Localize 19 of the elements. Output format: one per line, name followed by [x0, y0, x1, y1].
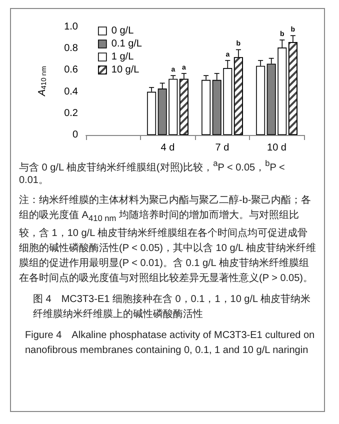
legend-label: 0.1 g/L: [111, 38, 142, 50]
y-tick-label: 0.4: [64, 86, 78, 98]
caption: Figure 4 Alkaline phosphatase activity of MC3T3-E1 cultured on nanofibrous membranes containing 0, 0.1, 1 and 10 g/L naringin: [24, 329, 316, 358]
legend-label: 1 g/L: [111, 52, 134, 62]
x-tick-label: 7 d: [215, 142, 230, 154]
bar: [147, 92, 156, 135]
y-tick-label: 0.6: [64, 64, 78, 76]
x-tick-label: 10 d: [267, 142, 286, 154]
y-tick-label: 0.2: [64, 108, 78, 119]
bar: [202, 80, 211, 135]
text: 注：纳米纤维膜的主体材料为聚己内酯与聚乙二醇-b-聚己内酯；各组的吸光度值 A$_{410 nm}$ 均随培养时间的增加而增大。与对照组比较，含 1，10 g/L 柚皮苷纳米纤维膜组在各个时间点均可促进成骨细胞的碱性磷酸酶活性(P < 0.05)，其中以含 10 g/L 柚皮苷纳米纤维膜组的促进作用最明显(P < 0.01)。含 0.1 g/L 柚皮苷纳米纤维膜组在各时间点的吸光度值与对照组比较差异无显著性意义(P > 0.05)。: [19, 194, 316, 286]
y-tick-label: 0: [72, 130, 78, 140]
text: 与含 0 g/L 柚皮苷纳米纤维膜组(对照)比较，$^{a}$P < 0.05，$^{b}$P < 0.01。: [19, 158, 285, 186]
legend-label: 0 g/L: [111, 26, 134, 36]
x-tick-label: 4 d: [160, 142, 175, 154]
caption: 图 4 MC3T3-E1 细胞接种在含 0，0.1，1，10 g/L 柚皮苷纳米纤维膜纳米纤维膜上的碱性磷酸酶活性: [32, 292, 312, 322]
legend-label: 10 g/L: [111, 64, 140, 76]
y-tick-label: 1.0: [64, 22, 78, 32]
y-tick-label: 0.8: [64, 43, 78, 54]
